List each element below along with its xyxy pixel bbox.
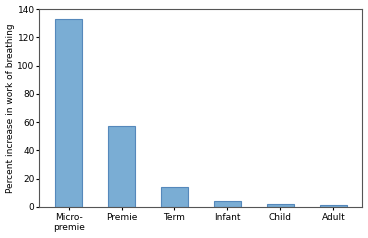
Bar (161, 187, 188, 207)
Bar (108, 126, 135, 207)
Bar (55, 19, 82, 207)
Bar (267, 204, 294, 207)
Y-axis label: Percent increase in work of breathing: Percent increase in work of breathing (6, 23, 15, 193)
Bar (320, 205, 347, 207)
Bar (214, 201, 241, 207)
